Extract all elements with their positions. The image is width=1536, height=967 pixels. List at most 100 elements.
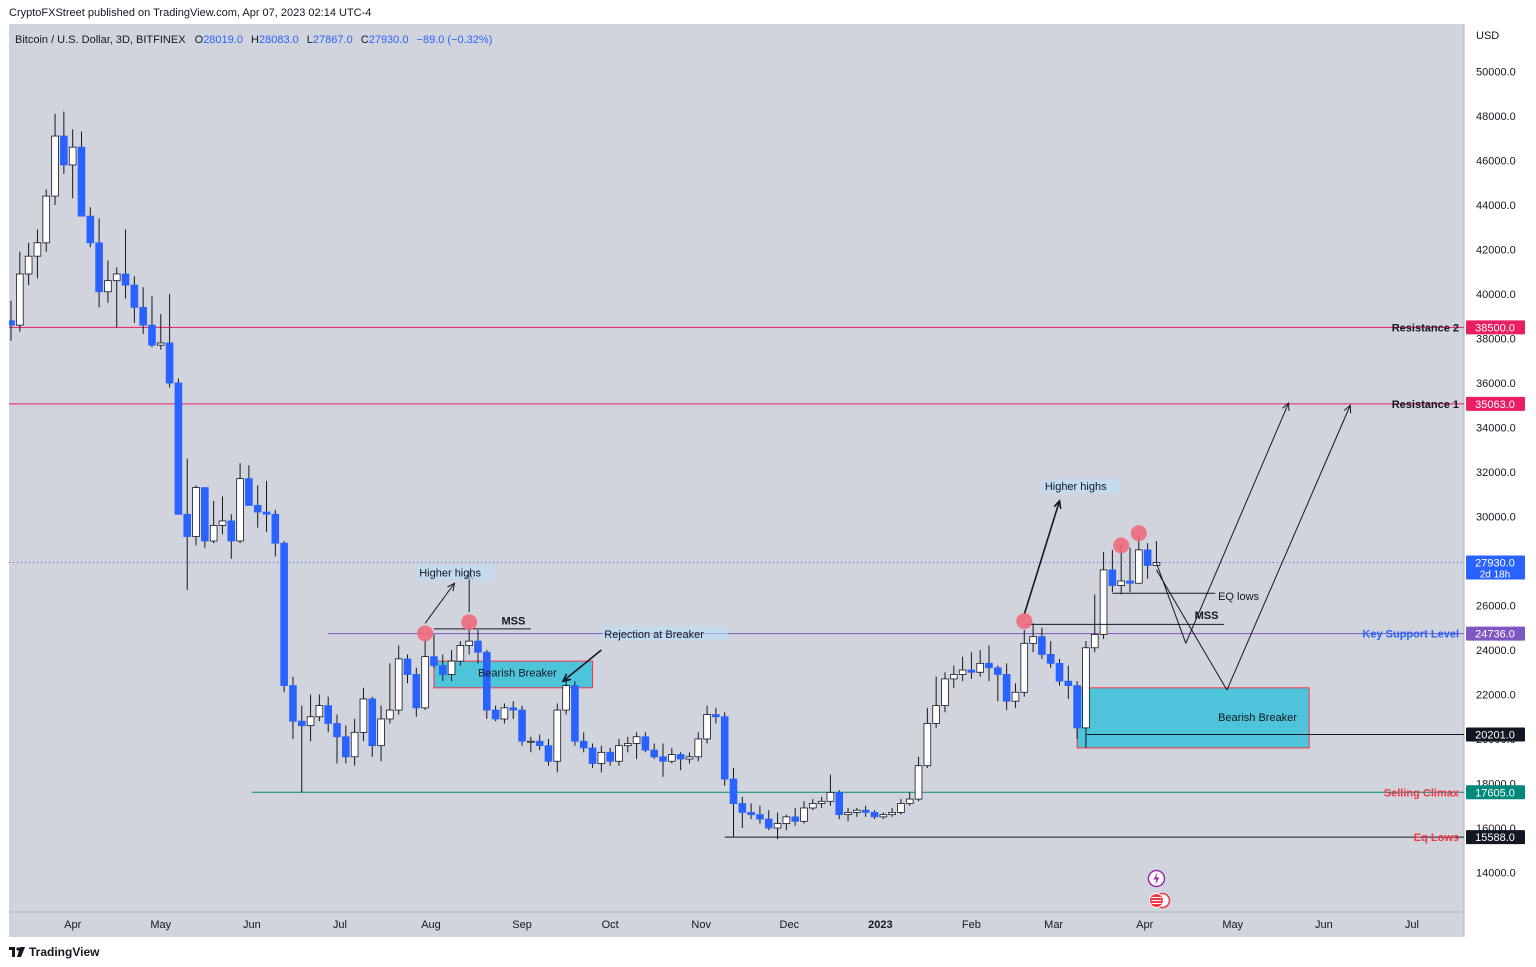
currency-label: USD bbox=[1476, 30, 1499, 42]
price-tag bbox=[1466, 396, 1525, 411]
label-background bbox=[417, 565, 495, 580]
price-tick-label: 30000.0 bbox=[1476, 512, 1516, 524]
candle-body bbox=[985, 662, 993, 669]
candle-body bbox=[676, 754, 685, 760]
price-tick-label: 48000.0 bbox=[1476, 111, 1516, 123]
eq-lows-label: EQ lows bbox=[1218, 591, 1259, 603]
candle-body bbox=[465, 640, 473, 646]
candle-body bbox=[156, 342, 165, 346]
low-value: 27867.0 bbox=[313, 34, 353, 46]
price-tag bbox=[1466, 830, 1525, 845]
candle-body bbox=[668, 754, 676, 762]
candle-body bbox=[1126, 580, 1134, 584]
arrow-head bbox=[561, 673, 572, 683]
candle-body bbox=[703, 714, 711, 740]
higher-highs-label: Higher highs bbox=[419, 568, 481, 580]
header-legend: Bitcoin / U.S. Dollar, 3D, BITFINEX O280… bbox=[15, 34, 492, 46]
candle-body bbox=[694, 738, 703, 758]
candle-body bbox=[932, 705, 940, 724]
candle-body bbox=[976, 662, 985, 673]
candle-body bbox=[941, 678, 949, 707]
chart-container[interactable]: USD Bitcoin / U.S. Dollar, 3D, BITFINEX … bbox=[9, 24, 1527, 937]
candle-body bbox=[227, 520, 236, 542]
candle-body bbox=[897, 803, 905, 813]
tradingview-brand[interactable]: TradingView bbox=[9, 943, 99, 961]
price-tick-label: 14000.0 bbox=[1476, 868, 1516, 880]
candle-body bbox=[42, 195, 51, 244]
price-tick-label: 50000.0 bbox=[1476, 67, 1516, 79]
price-tag bbox=[1466, 555, 1525, 580]
candle-body bbox=[720, 716, 729, 780]
analysis-drawings bbox=[424, 401, 1352, 691]
arrow-head bbox=[1282, 401, 1290, 412]
time-tick-label: Jul bbox=[1405, 919, 1419, 931]
high-marker bbox=[461, 614, 478, 631]
candle-body bbox=[236, 478, 244, 542]
candle-body bbox=[403, 658, 412, 675]
candle-body bbox=[1029, 636, 1037, 644]
candle-body bbox=[121, 273, 130, 286]
candle-body bbox=[623, 743, 632, 747]
candle-body bbox=[209, 524, 218, 542]
time-axis[interactable] bbox=[9, 912, 1464, 937]
time-tick-label: Oct bbox=[602, 919, 619, 931]
candle-body bbox=[1143, 549, 1152, 566]
candle-body bbox=[1011, 691, 1020, 702]
time-tick-label: Dec bbox=[780, 919, 800, 931]
candle-body bbox=[782, 816, 791, 824]
price-tick-label: 46000.0 bbox=[1476, 156, 1516, 168]
candle-body bbox=[1020, 642, 1029, 693]
candle-body bbox=[632, 736, 641, 744]
price-tick-label: 38000.0 bbox=[1476, 334, 1516, 346]
price-chart[interactable]: USD Bitcoin / U.S. Dollar, 3D, BITFINEX … bbox=[9, 24, 1527, 937]
bearish-breaker-label: Bearish Breaker bbox=[1218, 712, 1297, 724]
candle-body bbox=[350, 731, 359, 758]
candle-body bbox=[104, 280, 112, 293]
close-label: C bbox=[361, 34, 369, 46]
candle-body bbox=[826, 792, 835, 802]
horizontal-levels bbox=[9, 326, 1464, 838]
time-ticks: Apr May Jun Jul Aug Sep Oct Nov Dec 2023 Feb Mar Apr… bbox=[64, 919, 1419, 931]
price-tick-label: 22000.0 bbox=[1476, 690, 1516, 702]
candle-body bbox=[86, 215, 95, 244]
candle-body bbox=[729, 778, 738, 804]
candle-body bbox=[809, 803, 817, 809]
candle-body bbox=[800, 807, 808, 822]
candle-body bbox=[1038, 636, 1046, 655]
high-value: 28083.0 bbox=[259, 34, 299, 46]
projection-path bbox=[1155, 563, 1187, 644]
price-tag-label: 17605.0 bbox=[1475, 787, 1515, 799]
price-axis[interactable] bbox=[1464, 24, 1527, 937]
label-background bbox=[602, 626, 729, 641]
price-tag-label: 38500.0 bbox=[1475, 322, 1515, 334]
candle-body bbox=[958, 669, 967, 675]
candle-body bbox=[201, 487, 209, 542]
time-tick-label: Apr bbox=[1136, 919, 1153, 931]
time-tick-label: Sep bbox=[512, 919, 532, 931]
arrow-head bbox=[1343, 404, 1352, 414]
candle-body bbox=[183, 513, 192, 537]
candle-body bbox=[888, 812, 896, 816]
time-tick-label: 2023 bbox=[868, 919, 892, 931]
candle-body bbox=[835, 792, 844, 816]
candle-body bbox=[738, 803, 747, 813]
candle-body bbox=[764, 818, 773, 829]
candle-body bbox=[641, 736, 650, 751]
candle-body bbox=[914, 765, 923, 800]
candle-body bbox=[861, 809, 870, 813]
candle-body bbox=[421, 656, 429, 709]
candle-body bbox=[967, 669, 976, 673]
candle-body bbox=[773, 823, 782, 829]
candle-body bbox=[112, 273, 121, 282]
candle-body bbox=[1108, 569, 1117, 586]
level-name-label: Key Support Level bbox=[1362, 629, 1459, 641]
time-tick-label: Aug bbox=[421, 919, 441, 931]
candle-body bbox=[33, 242, 42, 257]
candle-body bbox=[245, 478, 253, 506]
candle-body bbox=[509, 707, 518, 711]
candle-body bbox=[817, 800, 826, 804]
chart-pane[interactable] bbox=[9, 24, 1464, 912]
candle-body bbox=[712, 714, 720, 718]
higher-highs-arrow bbox=[1023, 500, 1061, 615]
event-icons bbox=[1147, 869, 1171, 909]
